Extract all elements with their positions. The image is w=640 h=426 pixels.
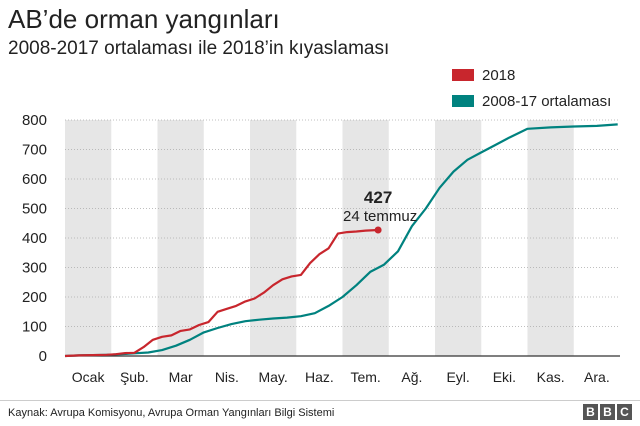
x-tick-label: Ara. bbox=[584, 369, 610, 385]
legend-label-average: 2008-17 ortalaması bbox=[482, 92, 612, 110]
y-tick-label: 800 bbox=[22, 112, 47, 129]
series-line-2018 bbox=[64, 228, 379, 358]
annotation-date: 24 temmuz bbox=[343, 208, 417, 225]
x-tick-label: Ocak bbox=[72, 369, 106, 385]
y-tick-label: 500 bbox=[22, 201, 47, 218]
annotation-value: 427 bbox=[364, 188, 392, 207]
chart-title: AB’de orman yangınları bbox=[8, 4, 280, 34]
annotation-point bbox=[374, 226, 382, 234]
bbc-logo-letter: B bbox=[583, 404, 598, 420]
legend-label-2018: 2018 bbox=[482, 66, 516, 84]
series-line-average bbox=[64, 123, 618, 358]
y-tick-label: 600 bbox=[22, 171, 47, 188]
source-note: Kaynak: Avrupa Komisyonu, Avrupa Orman Y… bbox=[8, 407, 335, 419]
y-tick-label: 0 bbox=[39, 348, 47, 365]
x-tick-label: Tem. bbox=[350, 369, 380, 385]
x-tick-label: Eyl. bbox=[446, 369, 469, 385]
y-tick-label: 400 bbox=[22, 230, 47, 247]
chart-subtitle: 2008-2017 ortalaması ile 2018’in kıyasla… bbox=[8, 38, 390, 59]
x-tick-label: Eki. bbox=[493, 369, 516, 385]
line-chart: 0 100 200 300 400 500 600 700 800 Ocak Şub. Mar Nis.… bbox=[22, 112, 620, 385]
y-tick-label: 100 bbox=[22, 319, 47, 336]
x-tick-label: Şub. bbox=[120, 369, 149, 385]
footer-divider bbox=[0, 400, 640, 401]
month-band bbox=[65, 120, 112, 356]
legend-item-2018: 2018 bbox=[452, 62, 611, 88]
legend-swatch-2018 bbox=[452, 69, 474, 81]
x-tick-label: Nis. bbox=[215, 369, 239, 385]
legend: 2018 2008-17 ortalaması bbox=[452, 62, 611, 114]
legend-swatch-average bbox=[452, 95, 474, 107]
bbc-logo-letter: C bbox=[617, 404, 632, 420]
x-tick-label: May. bbox=[258, 369, 287, 385]
month-band bbox=[157, 120, 204, 356]
y-tick-label: 700 bbox=[22, 142, 47, 159]
y-tick-label: 200 bbox=[22, 289, 47, 306]
x-tick-label: Kas. bbox=[537, 369, 565, 385]
legend-item-average: 2008-17 ortalaması bbox=[452, 88, 611, 114]
x-tick-label: Ağ. bbox=[401, 369, 422, 385]
bbc-logo-letter: B bbox=[600, 404, 615, 420]
bbc-logo: B B C bbox=[583, 404, 632, 420]
y-tick-label: 300 bbox=[22, 260, 47, 277]
x-tick-label: Mar bbox=[169, 369, 193, 385]
x-tick-label: Haz. bbox=[305, 369, 334, 385]
